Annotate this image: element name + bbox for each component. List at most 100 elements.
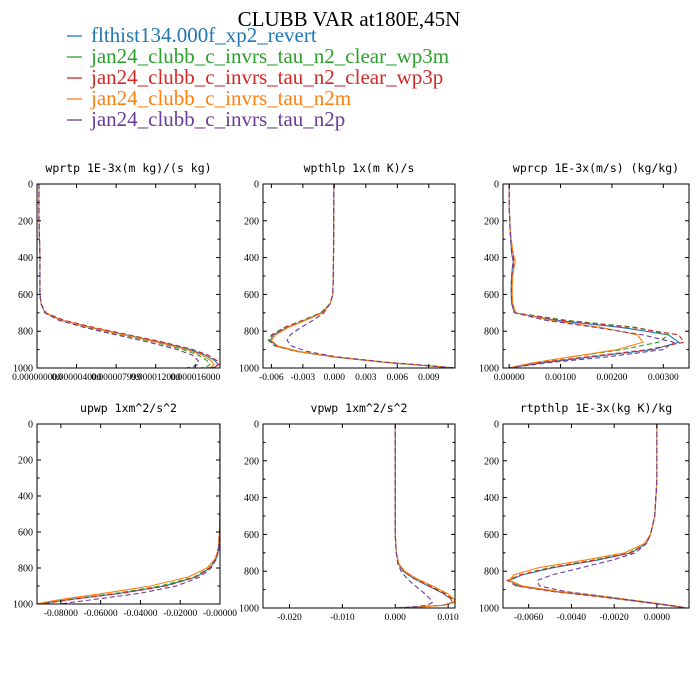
y-tick-label: 200 [484, 456, 499, 467]
legend-entry: jan24_clubb_c_invrs_tau_n2_clear_wp3m [67, 44, 449, 68]
x-tick-label: 0.000007999 [91, 373, 141, 383]
series-line [270, 184, 455, 368]
y-tick-label: 400 [484, 253, 499, 264]
y-tick-label: 1000 [13, 364, 33, 375]
y-tick-label: 800 [18, 564, 33, 575]
x-tick-label: -0.0040 [557, 613, 587, 623]
chart-panel: upwp 1xm^2/s^202004006008001000-0.08000-… [13, 401, 237, 619]
legend-label: jan24_clubb_c_invrs_tau_n2p [90, 107, 345, 131]
y-tick-label: 1000 [479, 364, 499, 375]
y-tick-label: 800 [244, 327, 259, 338]
series-line [38, 184, 220, 368]
legend-label: jan24_clubb_c_invrs_tau_n2_clear_wp3p [90, 65, 443, 89]
y-tick-label: 1000 [13, 600, 33, 611]
y-tick-label: 800 [484, 327, 499, 338]
x-tick-label: 0.0000 [644, 613, 670, 623]
panel-title: rtpthlp 1E-3x(kg K)/kg [520, 401, 672, 415]
panel-title: wprtp 1E-3x(m kg)/(s kg) [45, 161, 211, 175]
y-tick-label: 400 [484, 493, 499, 504]
y-tick-label: 400 [18, 253, 33, 264]
y-tick-label: 600 [18, 528, 33, 539]
figure-title: CLUBB VAR at180E,45N [238, 7, 461, 31]
series-line [60, 424, 220, 604]
x-tick-label: 0.000 [324, 373, 346, 383]
y-tick-label: 800 [244, 567, 259, 578]
series-line [37, 424, 220, 604]
y-tick-label: 200 [18, 216, 33, 227]
series-group [38, 184, 220, 368]
series-line [508, 184, 644, 368]
x-tick-label: 0.00000 [494, 373, 525, 383]
y-tick-label: 1000 [479, 604, 499, 615]
series-line [536, 424, 687, 608]
x-tick-label: 0.00200 [596, 373, 627, 383]
y-tick-label: 400 [18, 492, 33, 503]
legend-entry: jan24_clubb_c_invrs_tau_n2m [67, 86, 351, 110]
x-tick-label: -0.010 [330, 613, 355, 623]
x-tick-label: 0.000016000 [170, 373, 220, 383]
x-tick-label: -0.006 [259, 373, 284, 383]
series-group [394, 424, 455, 608]
chart-panel: rtpthlp 1E-3x(kg K)/kg 0 200 400 600 800 1000 -… [479, 401, 690, 623]
y-tick-label: 1000 [239, 604, 259, 615]
y-tick-label: 0 [254, 420, 259, 431]
legend-label: jan24_clubb_c_invrs_tau_n2m [90, 86, 351, 110]
x-tick-label: 0.00300 [648, 373, 679, 383]
y-tick-label: 800 [484, 567, 499, 578]
y-tick-label: 1000 [239, 364, 259, 375]
series-group [267, 184, 455, 368]
x-tick-label: -0.003 [291, 373, 316, 383]
x-tick-label: 0.010 [437, 613, 459, 623]
y-tick-label: 0 [494, 420, 499, 431]
x-tick-label: 0.003 [355, 373, 377, 383]
legend-entry: flthist134.000f_xp2_revert [67, 23, 317, 47]
y-tick-label: 0 [28, 420, 33, 431]
y-tick-label: 600 [484, 530, 499, 541]
series-group [508, 184, 685, 368]
legend: flthist134.000f_xp2_revertjan24_clubb_c_… [67, 23, 449, 131]
y-tick-label: 600 [484, 290, 499, 301]
x-tick-label: -0.0020 [600, 613, 630, 623]
x-tick-label: -0.06000 [84, 609, 118, 619]
panels: wprtp 1E-3x(m kg)/(s kg) 0 200 400 600 800 100… [12, 161, 690, 623]
panel-title: vpwp 1xm^2/s^2 [311, 401, 408, 415]
y-tick-label: 400 [244, 493, 259, 504]
y-tick-label: 0 [28, 180, 33, 191]
x-tick-label: 0.009 [418, 373, 440, 383]
legend-label: flthist134.000f_xp2_revert [91, 23, 317, 47]
y-tick-label: 600 [244, 530, 259, 541]
x-tick-label: -0.00000 [203, 609, 237, 619]
chart-panel: wprcp 1E-3x(m/s) (kg/kg) 0 200 400 600 800 100… [479, 161, 690, 383]
x-tick-label: 0.000004000 [52, 373, 102, 383]
series-group [506, 424, 687, 608]
x-tick-label: 0.000 [385, 613, 407, 623]
y-tick-label: 800 [18, 327, 33, 338]
series-line [286, 184, 455, 368]
series-line [506, 424, 685, 608]
x-tick-label: -0.02000 [163, 609, 197, 619]
chart-panel: wpthlp 1x(m K)/s 0 200 400 600 800 1000-0.006-… [239, 161, 456, 383]
series-line [38, 184, 199, 368]
legend-entry: jan24_clubb_c_invrs_tau_n2_clear_wp3p [67, 65, 443, 89]
x-tick-label: -0.020 [277, 613, 302, 623]
legend-label: jan24_clubb_c_invrs_tau_n2_clear_wp3m [90, 44, 449, 68]
y-tick-label: 600 [244, 290, 259, 301]
y-tick-label: 200 [18, 456, 33, 467]
legend-entry: jan24_clubb_c_invrs_tau_n2p [67, 107, 345, 131]
x-tick-label: -0.0060 [514, 613, 544, 623]
panel-title: wprcp 1E-3x(m/s) (kg/kg) [513, 161, 679, 175]
y-tick-label: 0 [254, 180, 259, 191]
chart-panel: wprtp 1E-3x(m kg)/(s kg) 0 200 400 600 800 100… [12, 161, 221, 383]
y-tick-label: 0 [494, 180, 499, 191]
series-group [37, 424, 220, 604]
panel-title: upwp 1xm^2/s^2 [80, 401, 177, 415]
x-tick-label: 0.006 [387, 373, 409, 383]
x-tick-label: 0.000012000 [131, 373, 181, 383]
x-tick-label: 0.000000000 [12, 373, 62, 383]
y-tick-label: 400 [244, 253, 259, 264]
y-tick-label: 200 [244, 216, 259, 227]
x-tick-label: 0.00100 [545, 373, 576, 383]
series-line [508, 184, 675, 368]
